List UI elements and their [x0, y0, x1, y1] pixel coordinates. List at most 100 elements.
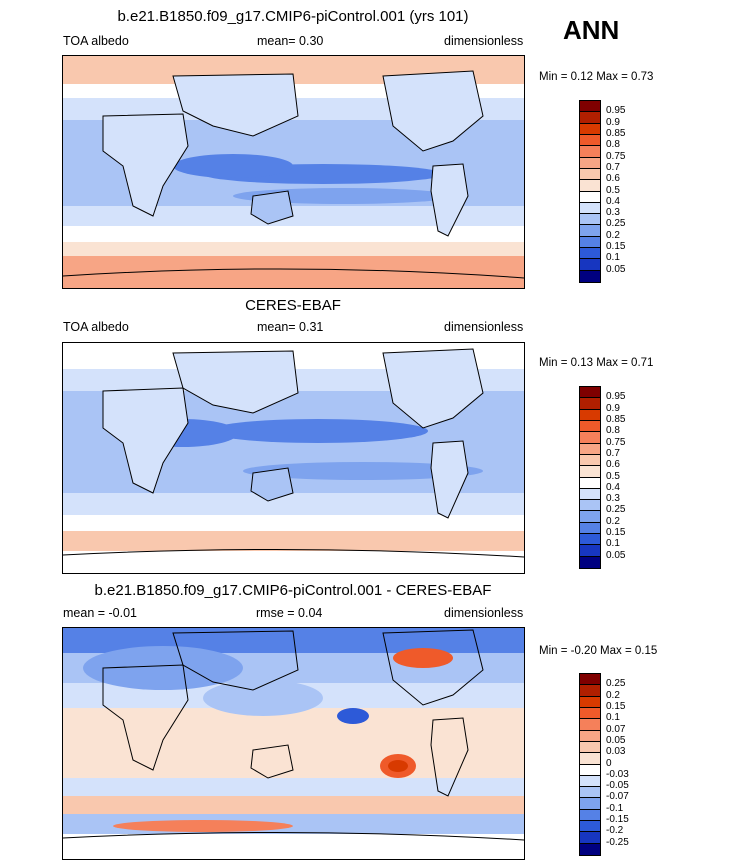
panel-3-minmax: Min = -0.20 Max = 0.15 [539, 645, 658, 657]
colorbar-tick-label: -0.07 [606, 791, 629, 803]
colorbar-swatch [580, 398, 600, 410]
colorbar-swatch [580, 832, 600, 844]
colorbar-tick-label: 0.6 [606, 459, 620, 471]
colorbar-swatch [580, 420, 600, 433]
colorbar-tick-label: 0.6 [606, 173, 620, 185]
panel-2-units-label: dimensionless [444, 320, 524, 334]
colorbar-swatch [580, 775, 600, 788]
colorbar-swatch [580, 454, 600, 467]
colorbar-tick-label: 0.95 [606, 391, 626, 403]
colorbar-tick-label: 0.25 [606, 678, 626, 690]
panel-3-title: b.e21.B1850.f09_g17.CMIP6-piControl.001 … [94, 582, 492, 599]
colorbar-swatch [580, 101, 600, 113]
colorbar-swatch [580, 157, 600, 169]
panel-3-mean-label: mean = -0.01 [63, 606, 138, 620]
colorbar-tick-label: 0.15 [606, 700, 626, 712]
colorbar-tick-label: 0.15 [606, 241, 626, 253]
colorbar-swatch [580, 821, 600, 833]
colorbar-tick-label: 0.05 [606, 263, 626, 275]
panel-3-colorbar-labels: 0.25 0.2 0.15 0.1 0.07 0.05 0.03 0 -0.03 -0.05 -0.… [606, 673, 646, 854]
colorbar-swatch [580, 112, 600, 124]
panel-1-colorbar-labels: 0.95 0.9 0.85 0.8 0.75 0.7 0.6 0.5 0.4 0.3 0.25 0.2… [606, 100, 646, 281]
colorbar-swatch [580, 202, 600, 215]
colorbar-tick-label: 0.3 [606, 493, 620, 505]
colorbar-tick-label: -0.2 [606, 825, 624, 837]
panel-3-units-label: dimensionless [444, 606, 524, 620]
colorbar-swatch [580, 730, 600, 742]
colorbar-swatch [580, 225, 600, 237]
colorbar-tick-label: -0.25 [606, 836, 629, 848]
colorbar-tick-label: 0.95 [606, 105, 626, 117]
colorbar-swatch [580, 432, 600, 444]
colorbar-swatch [580, 409, 600, 421]
colorbar-tick-label: 0.1 [606, 712, 620, 724]
colorbar-tick-label: 0.2 [606, 229, 620, 241]
colorbar-tick-label: 0.25 [606, 504, 626, 516]
colorbar-tick-label: 0.1 [606, 538, 620, 550]
colorbar-swatch [580, 787, 600, 799]
colorbar-tick-label: 0.8 [606, 425, 620, 437]
panel-2-mean-label: mean= 0.31 [257, 320, 324, 334]
colorbar-tick-label: 0.2 [606, 515, 620, 527]
panel-1-minmax: Min = 0.12 Max = 0.73 [539, 71, 654, 83]
colorbar-swatch [580, 685, 600, 697]
colorbar-swatch [580, 674, 600, 686]
colorbar-tick-label: 0.85 [606, 127, 626, 139]
colorbar-tick-label: 0.5 [606, 470, 620, 482]
colorbar-tick-label: 0.7 [606, 447, 620, 459]
colorbar-tick-label: 0.4 [606, 481, 620, 493]
colorbar-swatch [580, 764, 600, 776]
colorbar-tick-label: 0.85 [606, 413, 626, 425]
colorbar-swatch [580, 545, 600, 557]
colorbar-tick-label: 0 [606, 757, 612, 769]
colorbar-tick-label: -0.15 [606, 814, 629, 826]
colorbar-swatch [580, 843, 600, 855]
colorbar-tick-label: 0.1 [606, 252, 620, 264]
colorbar-tick-label: 0.9 [606, 402, 620, 414]
colorbar-swatch [580, 134, 600, 147]
colorbar-tick-label: 0.8 [606, 139, 620, 151]
colorbar-swatch [580, 809, 600, 822]
colorbar-tick-label: 0.2 [606, 689, 620, 701]
panel-3-map [62, 627, 525, 860]
colorbar-swatch [580, 123, 600, 135]
colorbar-swatch [580, 707, 600, 720]
colorbar-tick-label: -0.05 [606, 780, 629, 792]
colorbar-swatch [580, 556, 600, 568]
colorbar-tick-label: 0.03 [606, 746, 626, 758]
colorbar-tick-label: 0.07 [606, 723, 626, 735]
panel-2-variable-label: TOA albedo [63, 320, 129, 334]
colorbar-swatch [580, 798, 600, 810]
colorbar-swatch [580, 248, 600, 260]
colorbar-tick-label: 0.75 [606, 150, 626, 162]
colorbar-swatch [580, 443, 600, 455]
panel-1-colorbar [579, 100, 601, 283]
colorbar-tick-label: 0.5 [606, 184, 620, 196]
colorbar-swatch [580, 191, 600, 203]
colorbar-tick-label: 0.25 [606, 218, 626, 230]
colorbar-swatch [580, 477, 600, 489]
colorbar-swatch [580, 180, 600, 192]
panel-3-colorbar [579, 673, 601, 856]
panel-1-mean-label: mean= 0.30 [257, 34, 324, 48]
panel-1-variable-label: TOA albedo [63, 34, 129, 48]
panel-1-title: b.e21.B1850.f09_g17.CMIP6-piControl.001 … [117, 8, 469, 25]
panel-2-title: CERES-EBAF [245, 297, 341, 314]
colorbar-swatch [580, 534, 600, 546]
panel-2-minmax: Min = 0.13 Max = 0.71 [539, 357, 654, 369]
colorbar-swatch [580, 466, 600, 478]
colorbar-tick-label: 0.3 [606, 207, 620, 219]
colorbar-swatch [580, 146, 600, 158]
colorbar-swatch [580, 259, 600, 271]
panel-2-colorbar [579, 386, 601, 569]
colorbar-swatch [580, 236, 600, 249]
colorbar-swatch [580, 168, 600, 181]
colorbar-swatch [580, 387, 600, 399]
colorbar-swatch [580, 741, 600, 754]
colorbar-tick-label: 0.7 [606, 161, 620, 173]
colorbar-swatch [580, 696, 600, 708]
colorbar-tick-label: 0.05 [606, 549, 626, 561]
panel-2-map [62, 342, 525, 574]
colorbar-tick-label: -0.1 [606, 802, 624, 814]
colorbar-tick-label: 0.4 [606, 195, 620, 207]
